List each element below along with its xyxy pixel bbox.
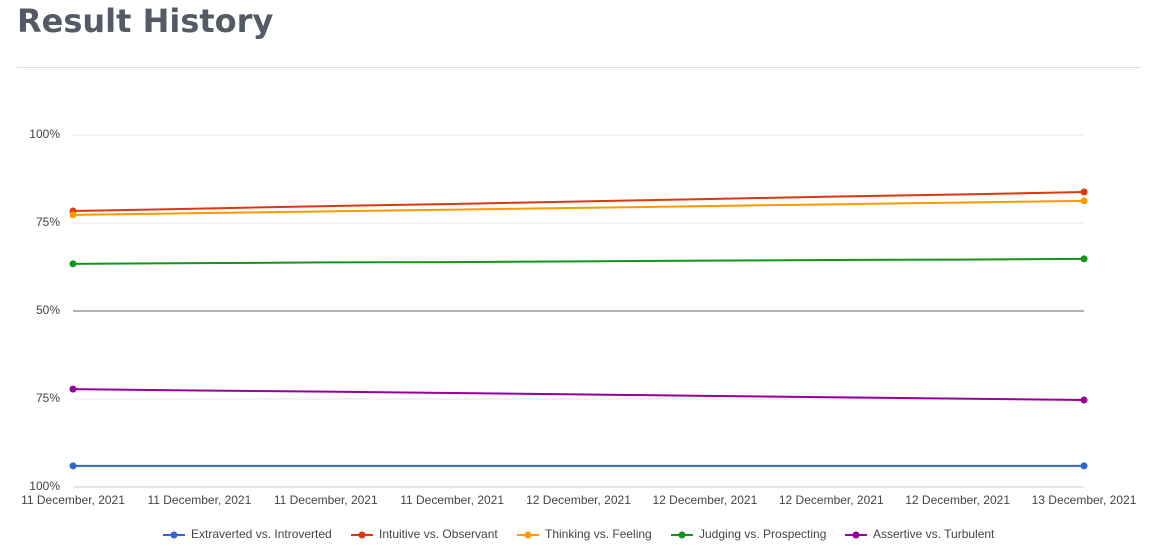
series-line	[72, 191, 1085, 213]
series-line	[72, 199, 1085, 216]
legend-label: Assertive vs. Turbulent	[873, 527, 995, 541]
data-point	[1080, 188, 1088, 196]
x-tick-label: 11 December, 2021	[147, 493, 251, 507]
legend-swatch-dot	[170, 531, 178, 539]
x-tick-label: 11 December, 2021	[400, 493, 504, 507]
x-tick-label: 12 December, 2021	[905, 493, 1010, 507]
legend-label: Thinking vs. Feeling	[545, 527, 652, 541]
legend-swatch-dot	[852, 531, 860, 539]
x-tick-label: 12 December, 2021	[779, 493, 884, 507]
data-point	[69, 385, 77, 393]
legend-label: Judging vs. Prospecting	[699, 527, 826, 541]
legend-swatch-dot	[678, 531, 686, 539]
x-tick-label: 12 December, 2021	[653, 493, 758, 507]
divider	[17, 67, 1141, 68]
data-point	[1080, 255, 1088, 263]
data-point	[1080, 462, 1088, 470]
y-tick-label: 100%	[29, 127, 60, 141]
y-tick-label: 75%	[36, 391, 60, 405]
y-tick-label: 50%	[36, 303, 60, 317]
series-line	[72, 257, 1085, 265]
legend-swatch-dot	[524, 531, 532, 539]
data-point	[69, 211, 77, 219]
page-title: Result History	[17, 2, 274, 40]
legend-swatch-dot	[358, 531, 366, 539]
x-tick-label: 12 December, 2021	[526, 493, 631, 507]
y-tick-label: 75%	[36, 215, 60, 229]
data-point	[69, 260, 77, 268]
series-line	[72, 388, 1085, 402]
data-point	[1080, 197, 1088, 205]
data-point	[1080, 396, 1088, 404]
data-point	[69, 462, 77, 470]
legend-label: Extraverted vs. Introverted	[191, 527, 332, 541]
x-tick-label: 13 December, 2021	[1032, 493, 1137, 507]
x-tick-label: 11 December, 2021	[21, 493, 125, 507]
y-tick-label: 100%	[29, 479, 60, 493]
legend-label: Intuitive vs. Observant	[379, 527, 498, 541]
x-tick-label: 11 December, 2021	[274, 493, 378, 507]
